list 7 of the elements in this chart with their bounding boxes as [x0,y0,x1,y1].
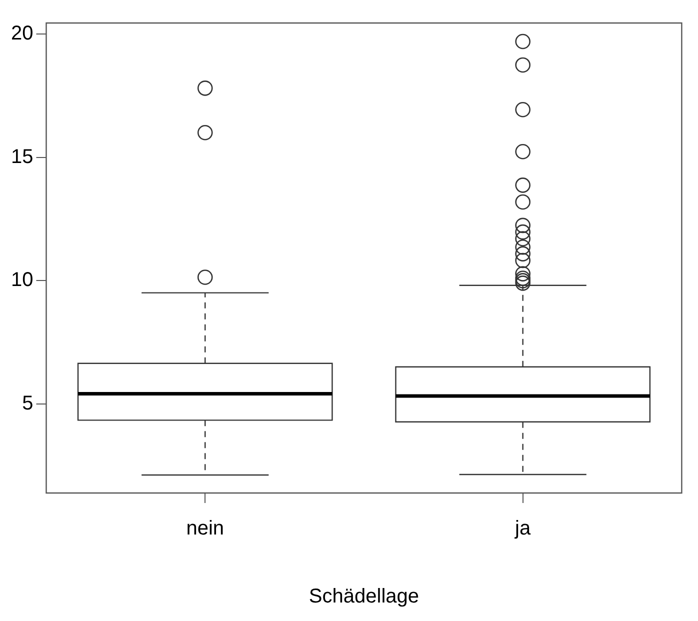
y-tick-label: 5 [22,392,34,415]
x-tick-label: ja [514,518,532,540]
y-tick-label: 10 [10,269,34,292]
x-tick-label: nein [186,518,224,540]
y-tick-label: 15 [10,146,34,168]
x-axis-title: Schädellage [308,586,420,608]
y-tick-label: 20 [10,22,34,44]
